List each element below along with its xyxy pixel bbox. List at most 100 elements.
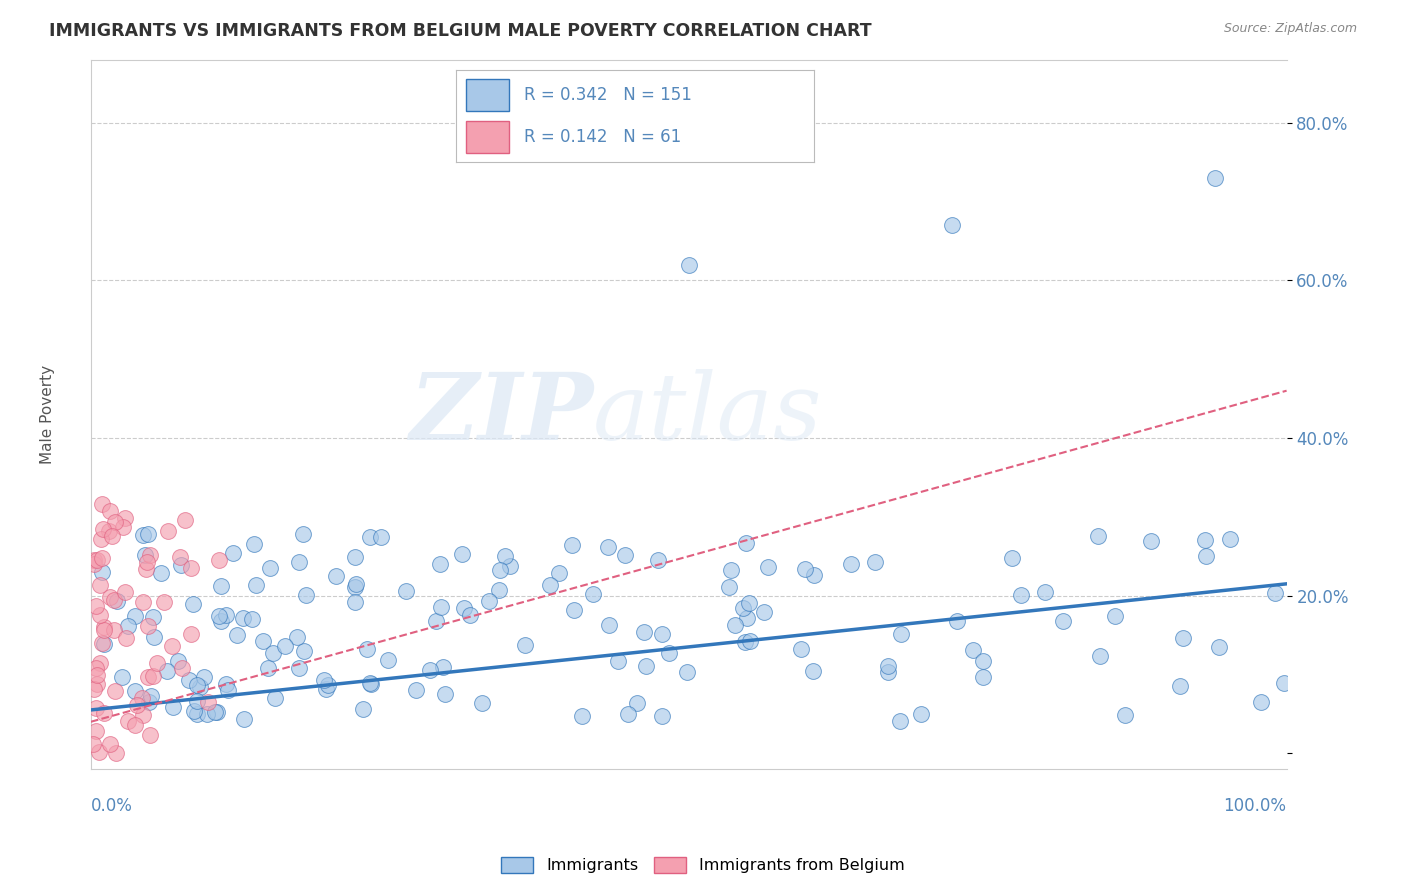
Point [156, 524, 179, 538]
Point [183, 704, 205, 718]
Point [1168, 680, 1191, 694]
Point [499, 559, 522, 574]
Point [162, 699, 184, 714]
Point [720, 563, 742, 577]
Text: ZIP: ZIP [409, 369, 593, 459]
Point [114, 511, 136, 525]
Point [651, 709, 673, 723]
Point [93, 706, 115, 720]
Point [453, 601, 475, 615]
Point [214, 607, 236, 622]
Point [84, 661, 107, 675]
Point [186, 707, 208, 722]
Point [193, 670, 215, 684]
Point [98, 504, 121, 518]
Point [425, 614, 447, 628]
Point [91, 565, 114, 579]
Point [395, 584, 418, 599]
Point [1114, 708, 1136, 723]
Point [1219, 533, 1241, 547]
Point [471, 696, 494, 710]
Point [562, 603, 585, 617]
Point [876, 658, 898, 673]
Point [1087, 529, 1109, 543]
Point [636, 658, 658, 673]
Point [174, 513, 197, 527]
Point [209, 614, 232, 628]
Point [139, 548, 162, 562]
Point [83, 557, 105, 571]
Point [131, 690, 153, 705]
Point [86, 668, 108, 682]
Point [1264, 586, 1286, 600]
Point [160, 639, 183, 653]
Point [169, 549, 191, 564]
Point [651, 627, 673, 641]
Point [489, 563, 512, 577]
Point [93, 620, 115, 634]
Point [1052, 614, 1074, 628]
Point [752, 605, 775, 619]
Point [718, 580, 741, 594]
Point [170, 661, 193, 675]
Point [359, 529, 381, 543]
Point [972, 655, 994, 669]
Point [343, 580, 366, 594]
Point [245, 578, 267, 592]
Point [84, 701, 107, 715]
Point [132, 528, 155, 542]
Point [607, 654, 630, 668]
Point [377, 653, 399, 667]
Point [478, 594, 501, 608]
Point [252, 634, 274, 648]
Point [138, 695, 160, 709]
Point [790, 642, 813, 657]
Point [243, 537, 266, 551]
Point [312, 673, 335, 688]
Point [124, 718, 146, 732]
Point [494, 549, 516, 564]
Point [731, 600, 754, 615]
Point [170, 558, 193, 572]
Point [734, 635, 756, 649]
Point [101, 529, 124, 543]
Point [538, 578, 561, 592]
Point [946, 614, 969, 628]
Point [1088, 649, 1111, 664]
Point [889, 714, 911, 728]
Point [343, 594, 366, 608]
Point [215, 677, 238, 691]
Point [325, 569, 347, 583]
Point [596, 540, 619, 554]
Point [124, 608, 146, 623]
Point [142, 630, 165, 644]
Point [430, 600, 453, 615]
Point [197, 695, 219, 709]
Point [86, 599, 108, 614]
Point [111, 669, 134, 683]
Point [295, 588, 318, 602]
Point [136, 555, 159, 569]
Point [735, 611, 758, 625]
Point [103, 593, 125, 607]
Point [571, 709, 593, 723]
Point [136, 526, 159, 541]
Point [188, 680, 211, 694]
Point [138, 670, 160, 684]
Point [91, 550, 114, 565]
Point [204, 706, 226, 720]
Point [103, 623, 125, 637]
Point [429, 558, 451, 572]
Point [941, 218, 963, 232]
Point [90, 532, 112, 546]
Text: Source: ZipAtlas.com: Source: ZipAtlas.com [1223, 22, 1357, 36]
Point [226, 628, 249, 642]
Point [100, 738, 122, 752]
Point [738, 634, 761, 648]
Point [1035, 584, 1057, 599]
Point [134, 548, 156, 562]
Point [145, 656, 167, 670]
Point [132, 708, 155, 723]
Point [125, 698, 148, 712]
Point [262, 646, 284, 660]
